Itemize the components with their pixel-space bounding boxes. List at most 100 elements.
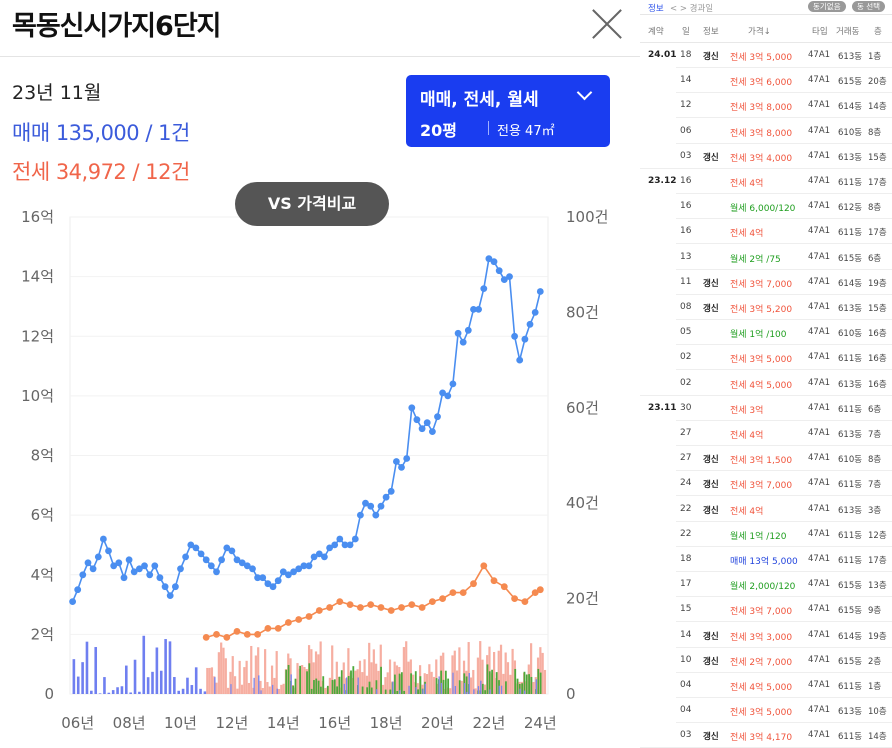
volume-bar-wolse	[333, 679, 336, 694]
row-divider	[676, 319, 892, 320]
table-row[interactable]: 18 매매 13억 5,000 47A1 611동 17층	[640, 547, 892, 572]
volume-bar-jeonse	[268, 686, 271, 694]
volume-bar-jeonse	[372, 649, 375, 694]
row-building: 614동	[838, 102, 863, 113]
table-row[interactable]: 24.01 18 갱신 전세 3억 5,000 47A1 613동 1층	[640, 43, 892, 68]
table-row[interactable]: 02 전세 3억 5,000 47A1 611동 16층	[640, 345, 892, 371]
volume-bar-jeonse	[474, 688, 477, 694]
sale-price-point	[218, 556, 226, 564]
row-floor: 1층	[868, 682, 882, 692]
row-floor: 2층	[868, 656, 882, 667]
row-day: 03	[680, 150, 692, 161]
volume-bar-sale	[81, 662, 84, 694]
jeonse-price-point	[470, 580, 477, 588]
volume-bar-sale	[440, 682, 443, 694]
dong-none-button[interactable]: 동기없음	[808, 1, 846, 12]
volume-bar-jeonse	[217, 652, 220, 694]
table-row[interactable]: 23.12 16 전세 4억 47A1 611동 17층	[640, 169, 892, 194]
row-building: 615동	[838, 656, 863, 667]
volume-bar-wolse	[294, 678, 297, 694]
table-row[interactable]: 03 갱신 전세 3억 4,000 47A1 613동 15층	[640, 144, 892, 169]
row-price: 전세 3억 5,200	[730, 305, 793, 315]
header-price[interactable]: 가격↓	[748, 27, 771, 37]
sale-price-point	[321, 553, 328, 561]
volume-bar-sale	[155, 647, 159, 694]
header-floor[interactable]: 층	[874, 27, 882, 37]
volume-bar-jeonse	[261, 687, 264, 694]
volume-bar-wolse	[320, 686, 322, 694]
header-day[interactable]: 일	[682, 27, 690, 37]
table-row[interactable]: 10 갱신 전세 2억 7,000 47A1 615동 2층	[640, 648, 892, 673]
volume-bar-jeonse	[206, 667, 209, 694]
elapsed-nav[interactable]: < > 경과일	[670, 4, 714, 14]
volume-bar-jeonse	[425, 674, 429, 694]
row-building: 613동	[838, 52, 863, 62]
table-row[interactable]: 11 갱신 전세 3억 7,000 47A1 614동 19층	[640, 270, 892, 295]
trade-filter-button[interactable]: 매매, 전세, 월세 20평 전용 47㎡	[406, 75, 610, 147]
header-building[interactable]: 거래동	[836, 27, 860, 37]
volume-bar-wolse	[417, 689, 419, 694]
jeonse-price-point	[521, 598, 529, 605]
table-row[interactable]: 27 갱신 전세 3억 1,500 47A1 610동 8층	[640, 446, 892, 472]
volume-bar-sale	[498, 685, 501, 694]
row-building: 615동	[838, 253, 863, 264]
volume-bar-jeonse	[449, 688, 452, 694]
table-row[interactable]: 16 전세 4억 47A1 611동 17층	[640, 219, 892, 245]
row-day: 18	[680, 554, 692, 564]
table-row[interactable]: 15 전세 3억 7,000 47A1 615동 9층	[640, 597, 892, 623]
table-row[interactable]: 05 월세 1억 /100 47A1 610동 16층	[640, 320, 892, 346]
row-price: 전세 3억 6,000	[730, 78, 793, 89]
sale-price-point	[177, 565, 184, 573]
volume-bar-wolse	[366, 687, 369, 694]
header-info[interactable]: 정보	[703, 27, 719, 37]
table-row[interactable]: 04 전세 4억 5,000 47A1 611동 1층	[640, 673, 892, 698]
table-row[interactable]: 14 갱신 전세 3억 3,000 47A1 614동 19층	[640, 623, 892, 648]
volume-bar-jeonse	[280, 684, 283, 694]
row-divider	[676, 268, 892, 270]
table-row[interactable]: 17 월세 2,000/120 47A1 615동 13층	[640, 572, 892, 598]
volume-bar-sale	[473, 689, 475, 694]
vs-compare-button[interactable]: VS 가격비교	[235, 182, 389, 226]
table-row[interactable]: 14 전세 3억 6,000 47A1 615동 20층	[640, 68, 892, 94]
dong-select-button[interactable]: 동 선택	[852, 1, 886, 12]
volume-bar-wolse	[525, 674, 528, 694]
volume-bar-jeonse	[509, 674, 512, 694]
sale-price-point	[223, 544, 231, 552]
row-day: 18	[680, 50, 692, 60]
sale-price-point	[382, 493, 390, 501]
row-price: 전세 3억 7,000	[730, 607, 793, 618]
table-row[interactable]: 06 전세 3억 8,000 47A1 610동 8층	[640, 119, 892, 144]
volume-bar-wolse	[528, 674, 530, 694]
table-row[interactable]: 22 월세 1억 /120 47A1 611동 12층	[640, 522, 892, 547]
table-row[interactable]: 03 갱신 전세 3억 4,170 47A1 611동 14층	[640, 723, 892, 748]
sale-price-point	[172, 583, 179, 591]
volume-bar-jeonse	[430, 671, 433, 694]
table-row[interactable]: 04 전세 3억 5,000 47A1 613동 10층	[640, 698, 892, 724]
table-row[interactable]: 02 전세 4억 5,000 47A1 613동 16층	[640, 371, 892, 396]
jeonse-price-point	[295, 616, 303, 623]
table-row[interactable]: 08 갱신 전세 3억 5,200 47A1 613동 15층	[640, 295, 892, 320]
table-row[interactable]: 27 전세 4억 47A1 613동 7층	[640, 421, 892, 446]
header-contract[interactable]: 계약	[648, 27, 664, 37]
table-row[interactable]: 12 전세 3억 8,000 47A1 614동 14층	[640, 93, 892, 119]
table-row[interactable]: 13 월세 2억 /75 47A1 615동 6층	[640, 245, 892, 270]
header-type[interactable]: 타입	[812, 27, 828, 37]
table-row[interactable]: 22 갱신 전세 4억 47A1 613동 3층	[640, 497, 892, 522]
row-type: 47A1	[808, 327, 831, 338]
sale-price-point	[290, 568, 297, 576]
volume-bar-jeonse	[324, 687, 327, 694]
row-floor: 16층	[868, 379, 887, 390]
volume-bar-jeonse	[388, 659, 392, 694]
volume-bar-wolse	[370, 687, 373, 694]
table-row[interactable]: 23.11 30 전세 3억 47A1 611동 6층	[640, 396, 892, 421]
table-row[interactable]: 24 갱신 전세 3억 7,000 47A1 611동 7층	[640, 471, 892, 497]
row-day: 02	[680, 352, 692, 363]
row-type: 47A1	[808, 276, 831, 287]
volume-bar-wolse	[380, 666, 382, 694]
info-tab[interactable]: 정보	[648, 4, 664, 14]
row-floor: 8층	[868, 455, 882, 466]
table-row[interactable]: 16 월세 6,000/120 47A1 612동 8층	[640, 194, 892, 220]
sale-price-point	[362, 499, 369, 507]
volume-bar-wolse	[336, 686, 339, 694]
